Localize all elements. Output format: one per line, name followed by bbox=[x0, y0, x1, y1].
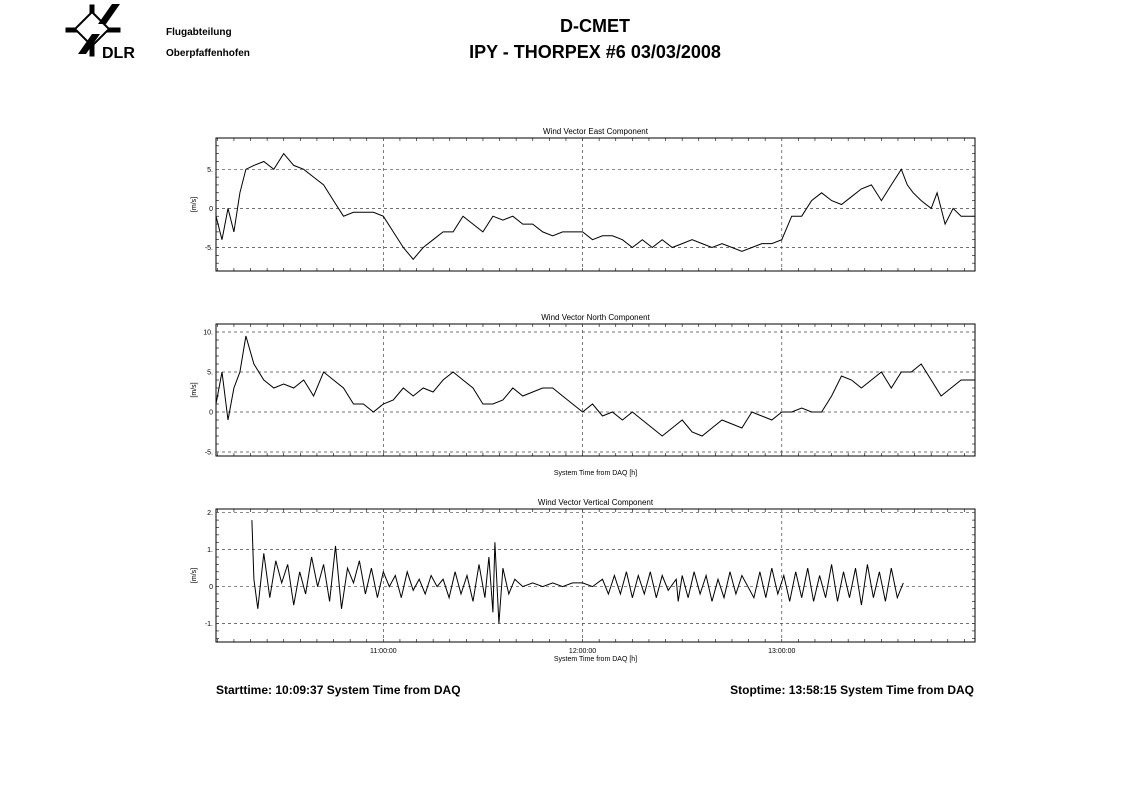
y-axis-label: [m/s] bbox=[191, 197, 198, 212]
stop-time: Stoptime: 13:58:15 System Time from DAQ bbox=[730, 683, 974, 697]
x-tick-label: 11:00:00 bbox=[370, 648, 397, 655]
x-axis-label: System Time from DAQ [h] bbox=[554, 656, 637, 663]
series-line bbox=[251, 520, 904, 624]
page-subtitle: IPY - THORPEX #6 03/03/2008 bbox=[469, 42, 721, 62]
department-line-2: Oberpfaffenhofen bbox=[166, 48, 250, 59]
chart-panel-1: -5. 0 5. Wind Vector East Component [m/s] bbox=[191, 127, 976, 272]
x-tick-label: 12:00:00 bbox=[569, 648, 596, 655]
department-line-1: Flugabteilung bbox=[166, 27, 232, 38]
y-tick-label: 1. bbox=[207, 547, 213, 554]
x-axis-label: System Time from DAQ [h] bbox=[554, 470, 637, 477]
y-tick-label: -5. bbox=[205, 450, 213, 457]
plot-frame bbox=[215, 508, 976, 643]
chart-title: Wind Vector North Component bbox=[541, 313, 650, 322]
start-time: Starttime: 10:09:37 System Time from DAQ bbox=[216, 683, 461, 697]
page-title: D-CMET bbox=[560, 16, 630, 36]
y-tick-label: 5. bbox=[207, 167, 213, 174]
chart-title: Wind Vector East Component bbox=[543, 127, 649, 136]
dlr-logo: DLR bbox=[65, 4, 135, 62]
y-tick-label: -5. bbox=[205, 245, 213, 252]
y-axis-label: [m/s] bbox=[191, 382, 198, 397]
chart-panel-2: -5. 0 5. 10. Wind Vector North Component [m/s… bbox=[191, 313, 976, 477]
plot-frame bbox=[215, 137, 976, 272]
y-tick-label: 5. bbox=[207, 370, 213, 377]
chart-title: Wind Vector Vertical Component bbox=[538, 498, 654, 507]
plot-frame bbox=[215, 323, 976, 457]
y-tick-label: 0 bbox=[209, 206, 213, 213]
y-axis-label: [m/s] bbox=[191, 568, 198, 583]
series-line bbox=[215, 335, 975, 437]
y-tick-label: 0 bbox=[209, 584, 213, 591]
x-tick-label: 13:00:00 bbox=[768, 648, 795, 655]
y-tick-label: 0 bbox=[209, 410, 213, 417]
y-tick-label: 2. bbox=[207, 510, 213, 517]
logo-text: DLR bbox=[102, 45, 135, 62]
series-line bbox=[215, 152, 975, 261]
y-tick-label: -1. bbox=[205, 621, 213, 628]
chart-panel-3: 11:00:00 12:00:00 13:00:00 -1. 0 1. 2. Wind Vec… bbox=[191, 498, 976, 663]
y-tick-label: 10. bbox=[203, 330, 213, 337]
